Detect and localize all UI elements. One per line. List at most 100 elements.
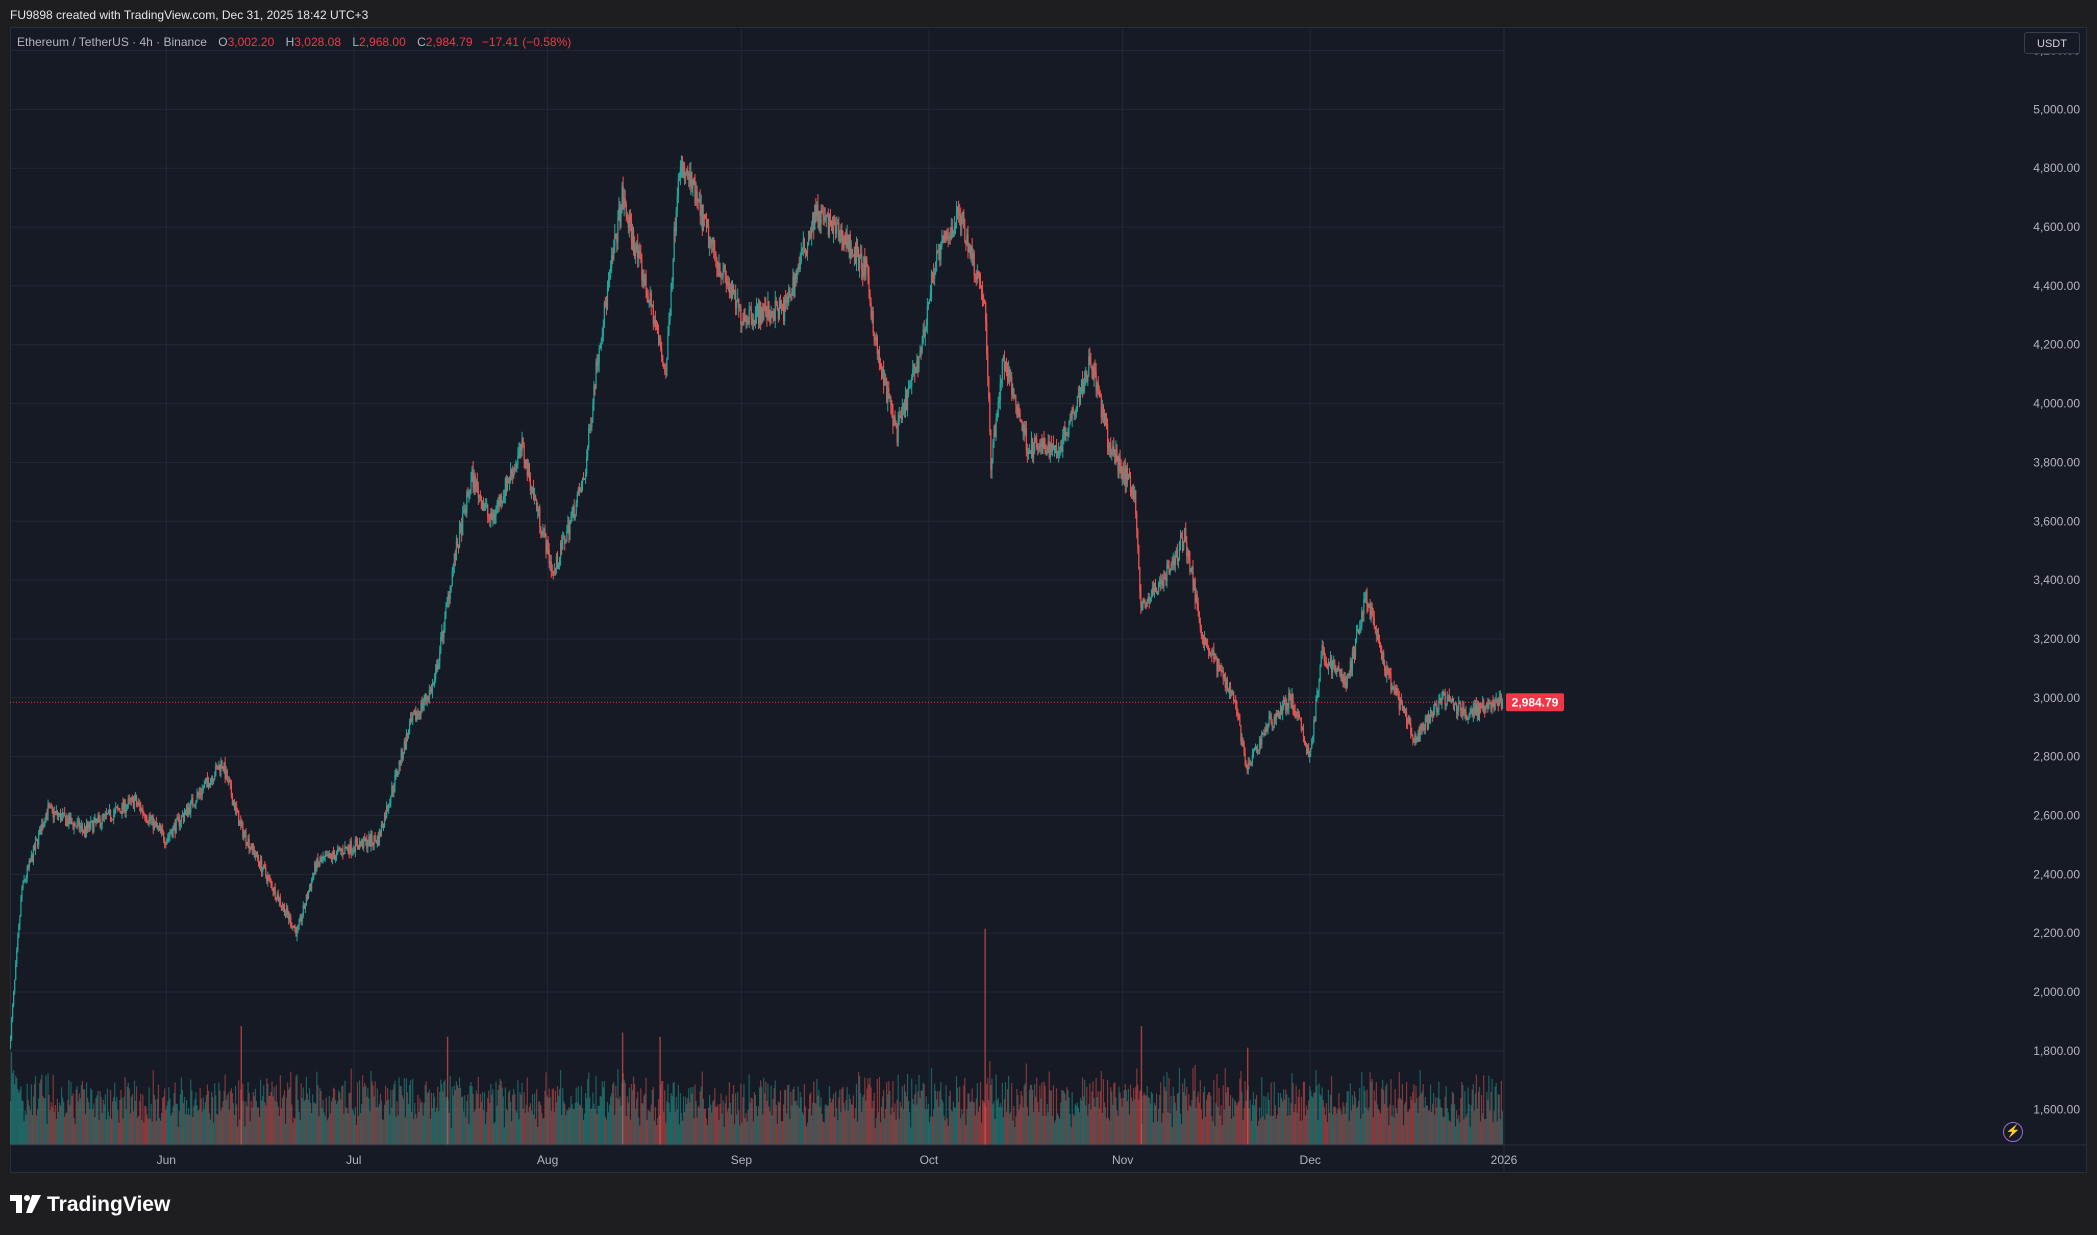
candle-body (645, 273, 647, 292)
volume-bar (1399, 1098, 1401, 1145)
candle-body (984, 299, 986, 303)
volume-bar (140, 1093, 142, 1145)
volume-bar (117, 1110, 119, 1145)
volume-bar (465, 1117, 467, 1145)
candle-body (679, 167, 682, 180)
candle-body (749, 309, 751, 311)
candle-body (98, 816, 100, 819)
volume-bar (690, 1087, 692, 1145)
candle-body (677, 179, 679, 196)
volume-bar (801, 1111, 803, 1145)
volume-bar (100, 1097, 102, 1145)
candle-body (314, 863, 316, 874)
volume-bar (597, 1105, 599, 1145)
candle-body (710, 239, 712, 241)
volume-bar (806, 1122, 809, 1145)
volume-bar (18, 1092, 20, 1145)
close-value: 2,984.79 (425, 35, 473, 49)
candle-body (1366, 592, 1368, 607)
volume-bar (324, 1115, 326, 1145)
volume-bar (1365, 1107, 1367, 1145)
candle-body (1352, 652, 1355, 654)
candle-body (384, 814, 387, 818)
candle-body (1436, 704, 1438, 713)
candle-body (401, 749, 403, 759)
candle-body (614, 234, 616, 247)
volume-bar (1250, 1120, 1252, 1145)
volume-bar (827, 1105, 829, 1145)
candle-body (62, 813, 64, 816)
volume-bar (765, 1081, 767, 1145)
candle-body (1198, 611, 1200, 622)
volume-bar (636, 1098, 638, 1145)
candle-body (1124, 466, 1126, 485)
volume-bar (924, 1109, 926, 1145)
volume-bar (1405, 1081, 1408, 1145)
candle-body (1415, 735, 1417, 741)
volume-bar (391, 1107, 393, 1145)
volume-bar (406, 1092, 409, 1145)
candle-body (1248, 762, 1250, 765)
candle-body (500, 494, 502, 504)
volume-bar (1339, 1107, 1341, 1145)
candle-body (64, 812, 66, 817)
candle-body (1473, 706, 1475, 714)
candle-body (259, 859, 262, 868)
volume-bar (790, 1091, 792, 1145)
candle-body (624, 198, 626, 205)
volume-bar (54, 1104, 56, 1145)
lightning-icon[interactable]: ⚡ (2003, 1122, 2023, 1142)
candle-body (1170, 564, 1172, 569)
volume-bar (1211, 1116, 1213, 1145)
volume-bar (1123, 1090, 1125, 1145)
price-chart[interactable]: 2,984.79 1,600.001,800.002,000.002,200.0… (10, 27, 2087, 1173)
candle-body (872, 311, 874, 334)
candle-body (1099, 394, 1101, 398)
candle-body (257, 858, 260, 862)
candle-body (1413, 739, 1415, 743)
candle-body (154, 821, 156, 823)
volume-bar (118, 1122, 120, 1145)
candle-body (977, 272, 979, 276)
candle-body (789, 288, 791, 294)
chart-pane[interactable] (10, 27, 2087, 1173)
candle-body (1365, 592, 1367, 598)
volume-bar (1150, 1091, 1152, 1145)
candle-body (253, 849, 255, 856)
candle-body (1372, 615, 1374, 619)
volume-bar (774, 1080, 776, 1145)
currency-unit-button[interactable]: USDT (2024, 32, 2080, 54)
volume-bar (68, 1079, 70, 1145)
candle-body (734, 290, 736, 293)
volume-bar (1142, 1095, 1144, 1145)
volume-bar (1133, 1088, 1135, 1145)
candle-body (47, 804, 49, 815)
candle-body (1455, 703, 1458, 714)
volume-bar (578, 1104, 580, 1145)
volume-bar (500, 1081, 502, 1145)
volume-bar (1466, 1113, 1468, 1145)
candle-body (786, 296, 788, 303)
candle-body (1296, 711, 1298, 717)
candle-body (878, 351, 881, 365)
time-tick-label: Sep (731, 1153, 753, 1167)
candle-body (1212, 650, 1214, 656)
candle-body (252, 843, 254, 850)
candle-body (1180, 537, 1183, 539)
candle-body (342, 849, 344, 855)
candle-body (962, 211, 964, 217)
candle-body (863, 257, 865, 277)
volume-bar (154, 1099, 156, 1145)
volume-bar (1237, 1102, 1239, 1145)
volume-bar (1263, 1095, 1265, 1145)
candle-body (619, 207, 621, 223)
candle-body (1282, 707, 1284, 715)
volume-bar (1348, 1120, 1350, 1145)
volume-bar (1334, 1106, 1336, 1145)
symbol-title[interactable]: Ethereum / TetherUS · 4h · Binance (17, 35, 207, 49)
volume-bar (555, 1102, 558, 1145)
volume-bar (838, 1097, 840, 1145)
volume-bar (751, 1098, 753, 1145)
volume-bar (641, 1103, 643, 1145)
volume-bar (1415, 1085, 1417, 1145)
